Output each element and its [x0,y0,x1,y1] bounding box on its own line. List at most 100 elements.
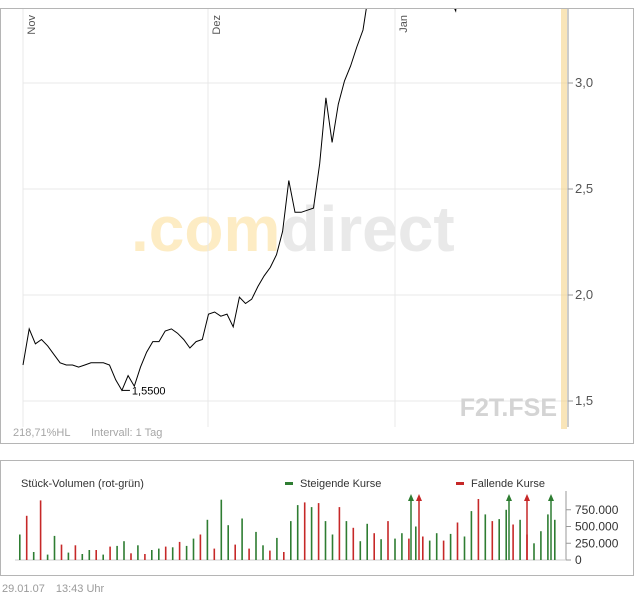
overflow-arrow-rising [548,494,554,501]
price-y-tick-label: 2,5 [575,181,593,196]
volume-bar-falling [338,507,341,560]
volume-bar-falling [512,524,514,560]
volume-bar-rising [554,519,556,560]
volume-title: Stück-Volumen (rot-grün) [21,478,144,490]
current-day-highlight [561,9,567,429]
volume-bar-falling [477,499,480,560]
price-y-tick-label: 2,0 [575,287,593,302]
volume-bar-rising [46,554,49,560]
volume-bar-falling [234,544,236,560]
overflow-arrow-falling [524,494,530,501]
footer: 29.01.07 13:43 Uhr [2,583,112,595]
volume-bar-rising [123,541,125,560]
volume-bar-falling [491,521,494,560]
volume-bar-rising [171,547,174,560]
volume-bar-falling [144,554,146,560]
volume-bar-rising [19,534,21,560]
volume-bar-rising [185,545,188,560]
volume-y-tick-label: 250.000 [575,536,619,550]
volume-bar-falling [373,533,375,560]
legend-rising-swatch [285,482,293,485]
interval-label: Intervall: 1 Tag [91,427,162,439]
volume-bar-rising [540,531,542,560]
legend-rising-label: Steigende Kurse [300,478,381,490]
volume-bar-rising [158,548,160,560]
volume-bar-rising [227,525,229,560]
volume-bar-rising [498,519,500,560]
volume-bar-rising [241,518,243,560]
volume-bar-rising [220,499,223,560]
month-label: Dez [211,15,223,35]
volume-bar-rising [276,537,278,560]
volume-y-tick-label: 750.000 [575,503,619,517]
volume-bar-rising [415,526,417,560]
volume-bar-falling [130,553,132,560]
price-y-tick-label: 3,0 [575,75,593,90]
volume-bar-falling [317,503,320,560]
footer-time: 13:43 Uhr [55,583,105,595]
price-y-tick-label: 1,5 [575,393,593,408]
watermark-logo: .comdirect [131,193,455,265]
volume-bar-falling [74,545,77,560]
volume-bar-falling [303,502,306,560]
price-chart-panel: .comdirect5,04,54,03,53,02,52,01,5NovDez… [0,0,634,444]
volume-bar-rising [394,538,396,560]
volume-bar-rising [401,533,403,560]
volume-bar-falling [283,552,285,560]
volume-bar-falling [95,550,97,560]
volume-bar-rising [151,550,153,560]
volume-bar-rising [484,514,487,560]
volume-bar-rising [192,538,195,560]
legend-falling-swatch [456,482,464,485]
volume-bar-rising [310,507,313,560]
volume-bar-rising [296,505,299,560]
volume-bar-rising [435,533,438,560]
volume-bar-falling [408,538,410,560]
footer-date: 29.01.07 [2,583,45,595]
low-annotation: 1,5500 [132,385,166,397]
volume-bar-rising [345,521,348,560]
overflow-arrow-rising [408,494,414,501]
volume-bar-falling [387,521,389,560]
volume-bar-rising [262,545,264,560]
volume-bar-rising [116,545,118,560]
volume-bar-falling [25,515,28,560]
volume-bar-falling [178,541,181,560]
volume-chart: Stück-Volumen (rot-grün) Steigende Kurse F… [15,478,619,567]
volume-bar-falling [248,548,250,560]
volume-bar-falling [456,522,459,560]
volume-bar-rising [519,519,521,560]
symbol-label: F2T.FSE [460,394,557,422]
price-line [22,0,458,392]
legend-falling-label: Fallende Kurse [471,478,545,490]
price-chart: .comdirect5,04,54,03,53,02,52,01,5NovDez… [13,0,593,439]
volume-bar-rising [463,536,466,560]
volume-bar-falling [352,527,355,560]
volume-bar-rising [470,511,473,560]
volume-bar-rising [32,552,35,560]
volume-bar-falling [422,536,424,560]
volume-bar-falling [164,546,167,560]
volume-bar-falling [213,548,216,560]
month-label: Jan [398,15,410,33]
volume-bar-rising [428,540,431,560]
volume-bar-rising [206,519,209,560]
volume-y-tick-label: 500.000 [575,520,619,534]
volume-bar-falling [39,500,42,560]
volume-bar-rising [53,535,56,560]
month-label: Nov [26,15,38,35]
volume-bar-rising [547,514,549,560]
volume-bar-rising [533,543,535,561]
volume-bar-rising [449,533,452,560]
volume-bar-rising [366,523,368,560]
volume-bar-rising [81,554,84,560]
volume-bar-rising [255,531,257,560]
overflow-arrow-falling [416,494,422,501]
volume-bar-falling [442,540,445,560]
volume-bar-rising [137,545,139,560]
volume-bar-rising [290,521,292,560]
volume-bar-falling [60,544,63,560]
hl-range-label: 218,71%HL [13,427,71,439]
volume-bar-rising [505,509,507,561]
volume-bar-rising [331,534,334,560]
